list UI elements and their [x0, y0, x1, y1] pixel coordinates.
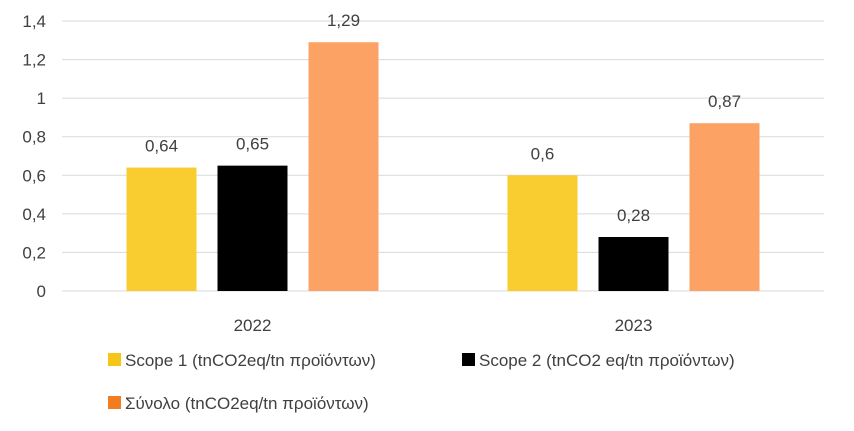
bar — [308, 42, 379, 291]
x-axis: 2022 2023 — [234, 316, 653, 335]
y-tick-label: 1,4 — [22, 12, 46, 31]
y-tick-label: 0,4 — [22, 205, 46, 224]
y-tick-label: 0,6 — [22, 166, 46, 185]
data-label: 0,6 — [531, 144, 555, 163]
bar — [217, 165, 288, 291]
legend-swatch — [462, 353, 475, 366]
y-tick-label: 1,2 — [22, 51, 46, 70]
y-axis: 0 0,2 0,4 0,6 0,8 1 1,2 1,4 — [22, 12, 46, 301]
data-label: 0,28 — [617, 206, 650, 225]
bar — [507, 175, 578, 291]
legend-label: Scope 2 (tnCO2 eq/tn προϊόντων) — [479, 351, 735, 370]
data-label: 0,65 — [236, 135, 269, 154]
x-tick-label: 2023 — [615, 316, 653, 335]
legend-label: Scope 1 (tnCO2eq/tn προϊόντων) — [125, 351, 376, 370]
data-label: 0,87 — [708, 92, 741, 111]
bars — [126, 42, 760, 291]
data-labels: 0,64 0,65 1,29 0,6 0,28 0,87 — [145, 11, 741, 225]
y-tick-label: 0 — [37, 282, 46, 301]
data-label: 1,29 — [327, 11, 360, 30]
bar — [689, 123, 760, 291]
x-tick-label: 2022 — [234, 316, 272, 335]
y-tick-label: 0,8 — [22, 128, 46, 147]
data-label: 0,64 — [145, 137, 178, 156]
bar — [126, 167, 197, 291]
legend-swatch — [108, 396, 121, 409]
bar — [598, 237, 669, 291]
legend-swatch — [108, 353, 121, 366]
legend: Scope 1 (tnCO2eq/tn προϊόντων) Scope 2 (t… — [108, 351, 735, 413]
y-tick-label: 0,2 — [22, 243, 46, 262]
legend-label: Σύνολο (tnCO2eq/tn προϊόντων) — [125, 394, 369, 413]
y-tick-label: 1 — [37, 89, 46, 108]
